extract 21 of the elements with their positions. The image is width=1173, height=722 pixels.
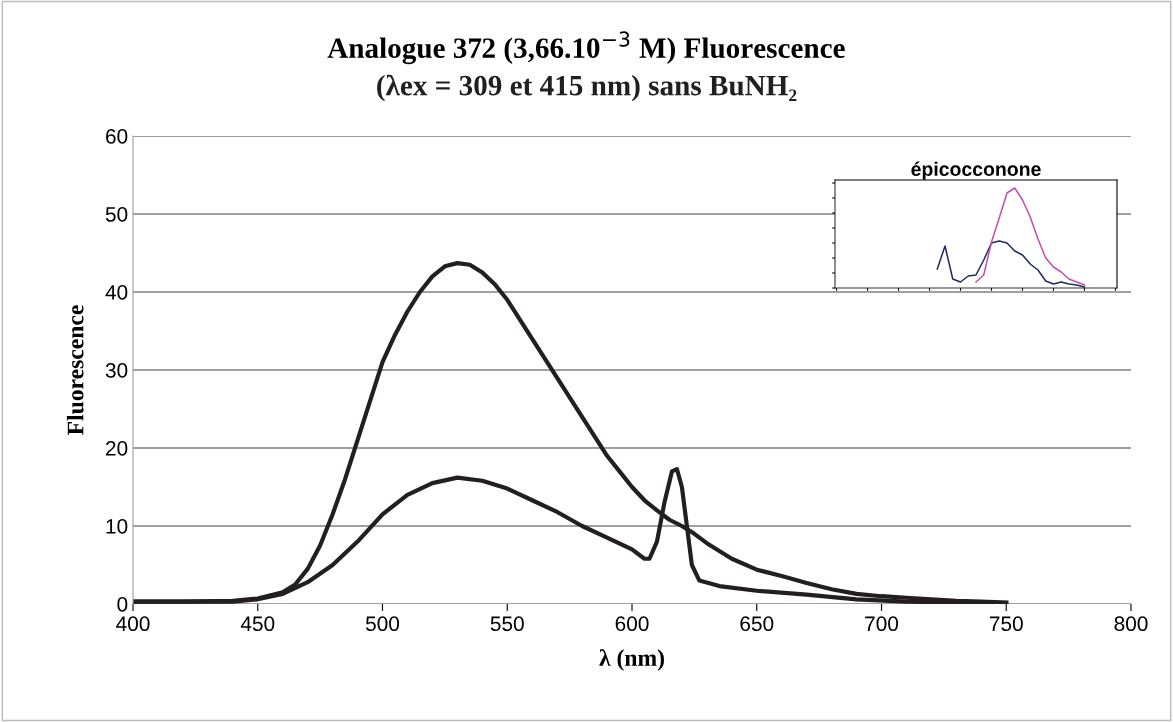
y-tick-label: 30 [105,363,128,378]
x-tick-label: 750 [989,616,1023,632]
x-tick-label: 800 [1114,616,1148,632]
x-tick-label: 400 [116,616,150,632]
x-tick-label: 600 [615,616,649,632]
x-tick-label: 650 [740,616,774,632]
x-tick-label: 550 [490,616,524,632]
y-axis-title: Fluorescence [66,305,84,435]
y-tick-label: 60 [106,129,128,144]
x-tick-label: 700 [865,616,899,632]
y-tick-label: 20 [106,441,128,456]
y-tick-label: 40 [105,285,128,300]
y-tick-label: 0 [117,597,128,612]
y-tick-label: 10 [106,519,128,534]
chart-title: Analogue 372 (3,66.10$^{−3}$ M) Fluorescence [327,31,845,65]
chart-title: épicocconone [911,161,1041,180]
x-axis-title: λ (nm) [599,649,664,671]
y-tick-label: 50 [105,207,128,222]
chart-subtitle: (λex = 309 et 415 nm) sans BuNH₂ [377,74,797,102]
x-tick-label: 500 [365,616,400,632]
x-tick-label: 450 [240,616,275,632]
